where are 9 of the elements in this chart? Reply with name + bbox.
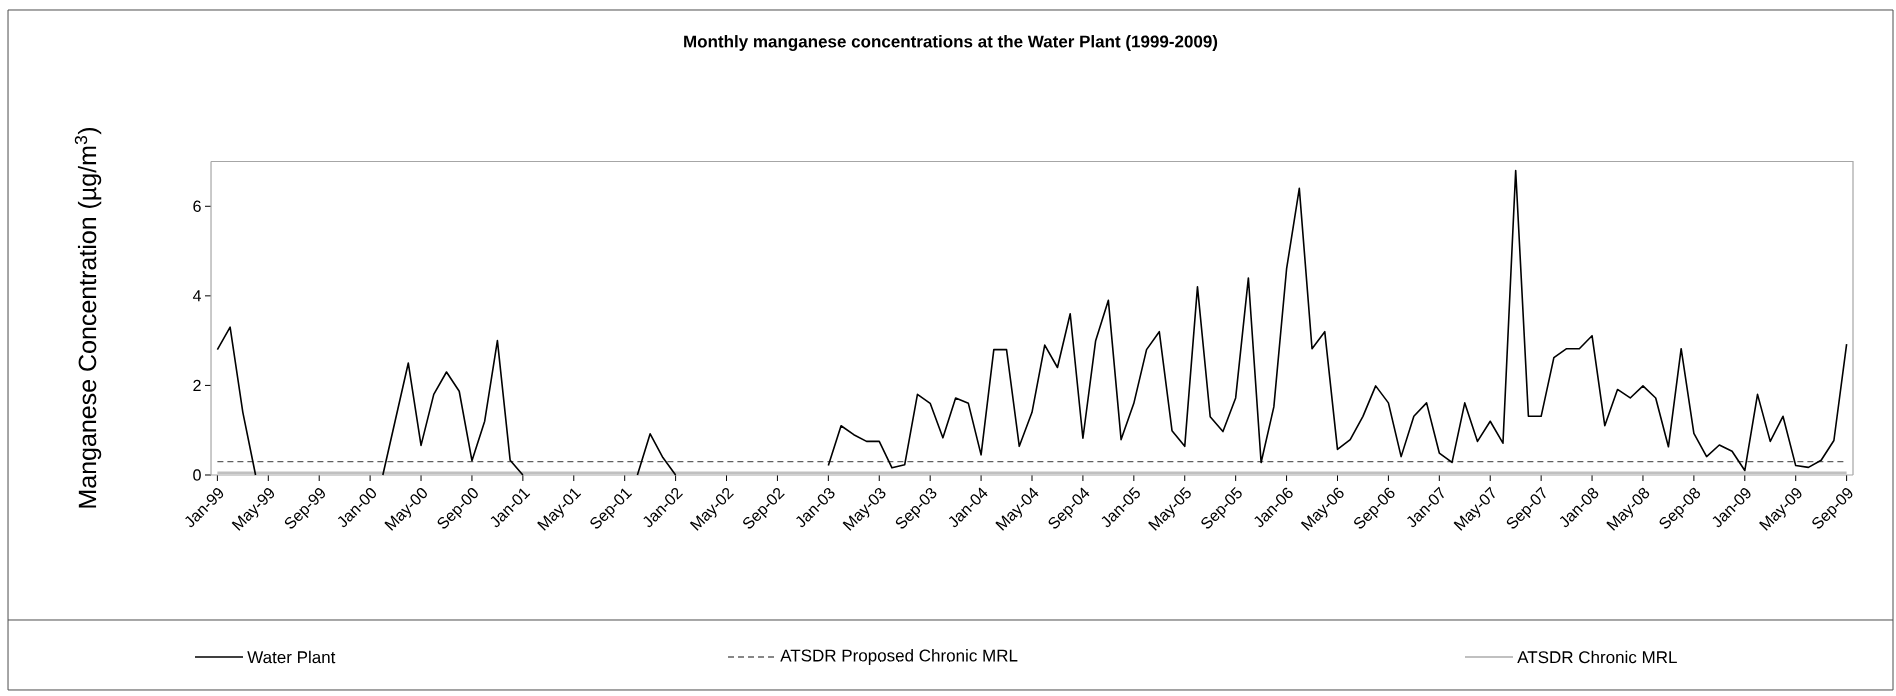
legend-label: ATSDR Proposed Chronic MRL — [780, 649, 1018, 665]
legend-label: ATSDR Chronic MRL — [1517, 650, 1677, 664]
y-axis-title: Manganese Concentration (µg/m$^{3}$) — [74, 127, 102, 508]
legend-label: Water Plant — [247, 650, 336, 664]
chart-title: Monthly manganese concentrations at the Water Plant (1999-2009) — [684, 35, 1218, 51]
y-tick-label: 2 — [193, 379, 201, 391]
y-tick-label: 6 — [193, 200, 201, 212]
y-tick-label: 4 — [192, 290, 202, 302]
y-tick-label: 0 — [193, 469, 201, 481]
